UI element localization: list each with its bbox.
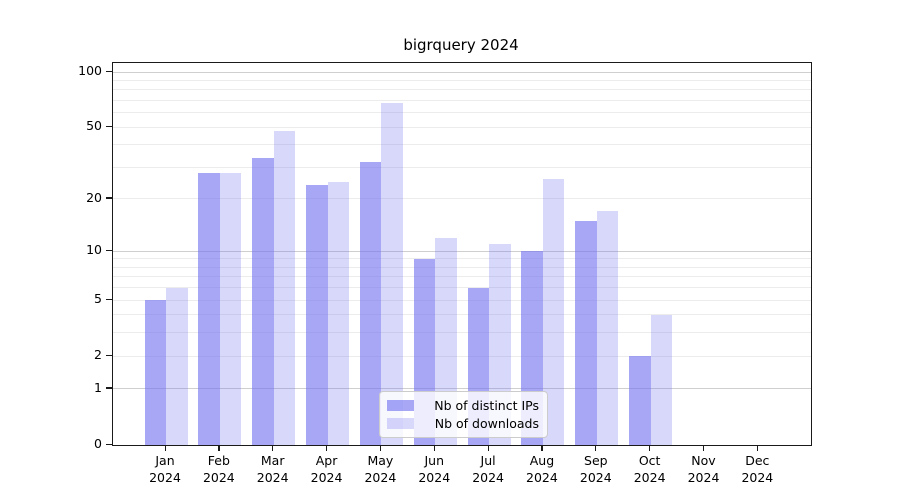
x-tick-label-jun: Jun 2024: [418, 453, 451, 485]
gridline-2: [113, 355, 811, 357]
plot-area: [112, 62, 812, 446]
gridline-10: [113, 250, 811, 252]
x-tick-mark-sep: [595, 446, 597, 451]
x-tick-label-nov: Nov 2024: [687, 453, 720, 485]
bar-downloads-aug: [542, 178, 565, 445]
x-tick-mark-jun: [433, 446, 435, 451]
gridline-30: [113, 167, 811, 168]
gridline-70: [113, 100, 811, 102]
y-tick-mark-5: [106, 298, 112, 300]
gridline-6: [113, 287, 811, 289]
x-tick-label-dec: Dec 2024: [741, 453, 774, 485]
legend-label-downloads: Nb of downloads: [434, 416, 539, 431]
gridline-8: [113, 266, 811, 268]
x-tick-mark-oct: [649, 446, 651, 451]
x-tick-mark-jan: [164, 446, 166, 451]
gridline-9: [113, 258, 811, 260]
gridline-50: [113, 126, 811, 128]
gridline-7: [113, 276, 811, 278]
x-tick-mark-apr: [326, 446, 328, 451]
y-tick-mark-0: [106, 443, 112, 445]
x-tick-mark-aug: [541, 446, 543, 451]
gridline-20: [113, 198, 811, 200]
x-tick-label-may: May 2024: [364, 453, 397, 485]
bar-downloads-jan: [166, 287, 188, 445]
legend-label-distinct-ips: Nb of distinct IPs: [434, 398, 539, 413]
x-tick-label-feb: Feb 2024: [202, 453, 235, 485]
x-tick-mark-mar: [272, 446, 274, 451]
x-tick-label-jul: Jul 2024: [472, 453, 504, 485]
y-tick-mark-50: [106, 125, 112, 127]
y-tick-mark-10: [106, 249, 112, 251]
bar-distinct-ips-oct: [629, 356, 651, 445]
gridline-100: [113, 71, 811, 73]
gridline-60: [113, 112, 811, 114]
x-tick-label-oct: Oct 2024: [633, 453, 666, 485]
gridline-4: [113, 314, 811, 316]
bar-distinct-ips-may: [359, 162, 382, 445]
bar-downloads-sep: [596, 211, 619, 445]
bar-downloads-may: [381, 102, 403, 445]
x-tick-mark-nov: [703, 446, 705, 451]
gridline-3: [113, 332, 811, 334]
bar-downloads-apr: [327, 181, 350, 445]
x-tick-label-jan: Jan 2024: [149, 453, 181, 485]
gridline-80: [113, 89, 811, 91]
legend-swatch-downloads: [387, 418, 414, 429]
x-tick-mark-jul: [487, 446, 489, 451]
y-tick-label-10: 10: [86, 242, 102, 258]
gridline-90: [113, 79, 811, 81]
x-tick-label-mar: Mar 2024: [256, 453, 289, 485]
legend-row-distinct-ips: Nb of distinct IPs: [387, 398, 539, 413]
legend-swatch-distinct-ips: [387, 400, 414, 411]
bar-distinct-ips-jan: [144, 300, 166, 445]
y-tick-label-2: 2: [94, 347, 102, 363]
y-tick-label-1: 1: [94, 379, 102, 395]
gridline-5: [113, 299, 811, 301]
y-tick-mark-1: [106, 387, 112, 389]
bar-downloads-feb: [219, 172, 242, 445]
bar-distinct-ips-apr: [306, 184, 328, 445]
y-tick-mark-20: [106, 197, 112, 199]
y-tick-mark-100: [106, 70, 112, 72]
y-tick-mark-2: [106, 354, 112, 356]
x-tick-label-apr: Apr 2024: [310, 453, 343, 485]
bar-downloads-oct: [650, 314, 673, 445]
y-tick-label-0: 0: [94, 436, 102, 451]
chart-title: bigrquery 2024: [403, 36, 519, 54]
bar-downloads-mar: [273, 130, 296, 445]
y-tick-label-100: 100: [78, 63, 102, 79]
y-tick-label-20: 20: [86, 189, 102, 205]
legend: Nb of distinct IPs Nb of downloads: [379, 391, 548, 438]
x-tick-mark-may: [379, 446, 382, 451]
x-tick-mark-feb: [218, 446, 220, 451]
bar-distinct-ips-feb: [198, 172, 220, 445]
x-tick-label-aug: Aug 2024: [526, 453, 558, 485]
bar-distinct-ips-mar: [252, 157, 274, 445]
gridline-40: [113, 144, 811, 146]
y-tick-label-50: 50: [86, 118, 102, 134]
y-tick-label-5: 5: [94, 291, 102, 307]
bar-distinct-ips-sep: [575, 220, 597, 445]
x-tick-mark-dec: [756, 446, 759, 451]
x-tick-label-sep: Sep 2024: [579, 453, 612, 485]
gridline-1: [113, 388, 811, 390]
legend-row-downloads: Nb of downloads: [387, 416, 539, 431]
